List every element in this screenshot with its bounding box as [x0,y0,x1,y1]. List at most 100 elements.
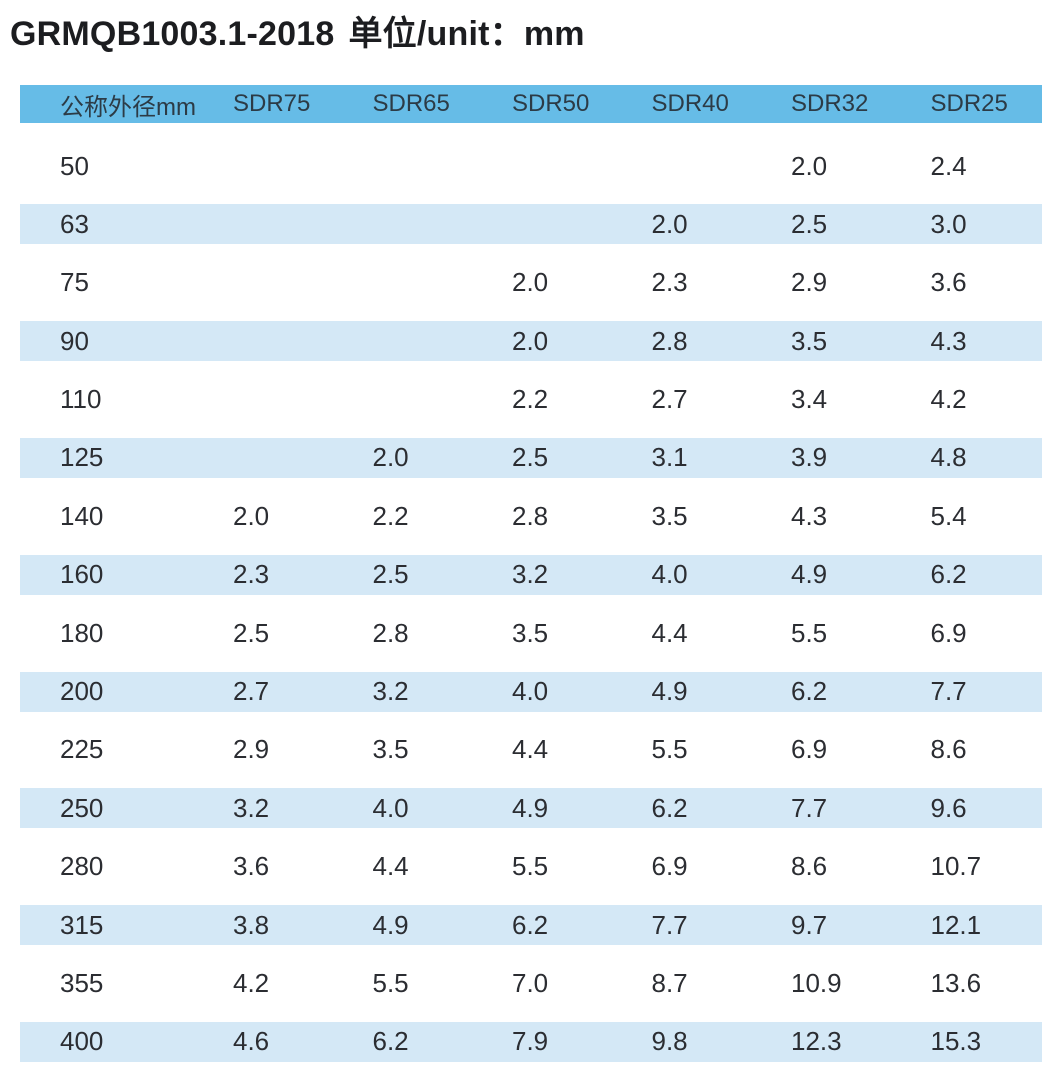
table-row: 250 3.2 4.0 4.9 6.2 7.7 9.6 [20,788,1042,829]
cell-wall-thickness: 13.6 [930,967,982,998]
table-row: 75 2.0 2.3 2.9 3.6 [20,263,1042,303]
cell-nominal-diameter: 50 [60,150,89,181]
cell-wall-thickness: 15.3 [930,1026,982,1057]
table-header-row: 公称外径mm SDR75 SDR65 SDR50 SDR40 SDR32 SDR… [20,85,1042,123]
cell-wall-thickness: 2.7 [233,676,270,707]
table-row: 400 4.6 6.2 7.9 9.8 12.3 15.3 [20,1021,1042,1062]
cell-wall-thickness: 4.2 [233,967,270,998]
cell-wall-thickness: 8.6 [930,734,967,765]
table-row: 225 2.9 3.5 4.4 5.5 6.9 8.6 [20,730,1042,770]
cell-wall-thickness: 4.9 [791,559,828,590]
cell-wall-thickness: 2.5 [372,559,409,590]
cell-wall-thickness: 7.7 [791,792,828,823]
cell-wall-thickness: 9.8 [651,1026,688,1057]
cell-wall-thickness: 2.0 [372,442,409,473]
cell-wall-thickness: 10.9 [791,967,842,998]
cell-wall-thickness: 12.1 [930,909,982,940]
cell-nominal-diameter: 180 [60,617,104,648]
cell-wall-thickness: 4.9 [651,676,688,707]
cell-wall-thickness: 10.7 [930,851,982,882]
cell-wall-thickness: 6.9 [651,851,688,882]
cell-wall-thickness: 3.5 [512,617,549,648]
cell-nominal-diameter: 280 [60,851,104,882]
cell-wall-thickness: 3.0 [930,208,967,239]
table-row: 180 2.5 2.8 3.5 4.4 5.5 6.9 [20,613,1042,653]
cell-wall-thickness: 3.6 [930,267,967,298]
cell-wall-thickness: 2.9 [791,267,828,298]
cell-wall-thickness: 2.3 [233,559,270,590]
table-row: 140 2.0 2.2 2.8 3.5 4.3 5.4 [20,496,1042,536]
cell-wall-thickness: 8.6 [791,851,828,882]
column-header-sdr65: SDR65 [372,90,450,117]
cell-nominal-diameter: 90 [60,325,89,356]
cell-wall-thickness: 8.7 [651,967,688,998]
cell-wall-thickness: 9.7 [791,909,828,940]
cell-wall-thickness: 2.5 [233,617,270,648]
cell-nominal-diameter: 160 [60,559,104,590]
cell-wall-thickness: 6.2 [791,676,828,707]
cell-wall-thickness: 4.4 [512,734,549,765]
cell-nominal-diameter: 315 [60,909,104,940]
cell-wall-thickness: 4.3 [930,325,967,356]
column-header-sdr75: SDR75 [233,90,311,117]
spec-table: 公称外径mm SDR75 SDR65 SDR50 SDR40 SDR32 SDR… [20,85,1042,1062]
cell-wall-thickness: 4.9 [372,909,409,940]
cell-wall-thickness: 4.6 [233,1026,270,1057]
cell-wall-thickness: 2.7 [651,384,688,415]
cell-nominal-diameter: 75 [60,267,89,298]
cell-wall-thickness: 4.4 [651,617,688,648]
cell-wall-thickness: 4.0 [651,559,688,590]
cell-nominal-diameter: 225 [60,734,104,765]
cell-wall-thickness: 6.2 [930,559,967,590]
table-row: 355 4.2 5.5 7.0 8.7 10.9 13.6 [20,963,1042,1003]
cell-wall-thickness: 3.8 [233,909,270,940]
cell-wall-thickness: 3.2 [372,676,409,707]
cell-nominal-diameter: 63 [60,208,89,239]
cell-wall-thickness: 2.8 [372,617,409,648]
cell-wall-thickness: 7.7 [930,676,967,707]
cell-wall-thickness: 3.2 [233,792,270,823]
cell-wall-thickness: 12.3 [791,1026,842,1057]
cell-nominal-diameter: 250 [60,792,104,823]
column-header-sdr25: SDR25 [930,90,1008,117]
cell-wall-thickness: 5.5 [372,967,409,998]
cell-wall-thickness: 6.2 [512,909,549,940]
cell-wall-thickness: 3.4 [791,384,828,415]
table-row: 90 2.0 2.8 3.5 4.3 [20,321,1042,362]
cell-wall-thickness: 3.9 [791,442,828,473]
cell-wall-thickness: 3.5 [791,325,828,356]
table-body: 50 2.0 2.4 63 2.0 2.5 3.0 75 2.0 2.3 2.9 3.6 90 2.0 2.… [20,146,1042,1062]
cell-wall-thickness: 6.2 [372,1026,409,1057]
table-row: 50 2.0 2.4 [20,146,1042,186]
cell-wall-thickness: 3.5 [651,500,688,531]
unit-label: 单位/unit：mm [348,15,585,53]
cell-wall-thickness: 2.5 [791,208,828,239]
cell-wall-thickness: 2.0 [651,208,688,239]
page-title: GRMQB1003.1-2018 单位/unit：mm [10,6,585,55]
table-row: 160 2.3 2.5 3.2 4.0 4.9 6.2 [20,554,1042,595]
cell-nominal-diameter: 140 [60,500,104,531]
cell-wall-thickness: 4.9 [512,792,549,823]
cell-wall-thickness: 2.8 [512,500,549,531]
cell-wall-thickness: 2.8 [651,325,688,356]
cell-wall-thickness: 6.9 [791,734,828,765]
table-row: 200 2.7 3.2 4.0 4.9 6.2 7.7 [20,671,1042,712]
cell-wall-thickness: 3.5 [372,734,409,765]
cell-wall-thickness: 7.7 [651,909,688,940]
table-row: 315 3.8 4.9 6.2 7.7 9.7 12.1 [20,905,1042,946]
cell-wall-thickness: 7.0 [512,967,549,998]
cell-wall-thickness: 2.0 [791,150,828,181]
column-header-diameter: 公称外径mm [60,93,196,121]
cell-wall-thickness: 4.3 [791,500,828,531]
cell-wall-thickness: 4.4 [372,851,409,882]
cell-wall-thickness: 3.1 [651,442,688,473]
cell-wall-thickness: 6.2 [651,792,688,823]
cell-wall-thickness: 4.8 [930,442,967,473]
standard-code: GRMQB1003.1-2018 [10,15,335,53]
cell-wall-thickness: 2.0 [512,267,549,298]
cell-wall-thickness: 2.0 [512,325,549,356]
cell-wall-thickness: 5.5 [791,617,828,648]
cell-wall-thickness: 2.5 [512,442,549,473]
cell-wall-thickness: 2.3 [651,267,688,298]
